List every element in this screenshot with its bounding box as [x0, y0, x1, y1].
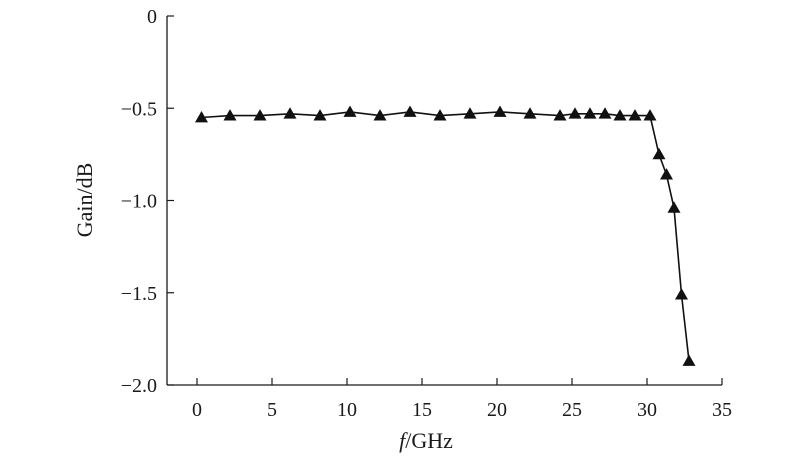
x-axis-ticks: 0 5 10 15 20 25 30 35	[192, 378, 732, 421]
y-axis-ticks: 0 −0.5 −1.0 −1.5 −2.0	[121, 6, 174, 397]
triangle-marker	[613, 109, 627, 121]
triangle-marker	[628, 109, 642, 121]
series-group	[195, 105, 696, 366]
triangle-marker	[343, 105, 357, 117]
triangle-marker	[583, 107, 597, 119]
triangle-marker	[283, 107, 297, 119]
triangle-marker	[675, 288, 688, 300]
y-tick-label: −0.5	[121, 98, 157, 120]
triangle-marker	[223, 109, 237, 121]
triangle-marker	[652, 147, 666, 160]
x-tick-label: 0	[192, 399, 202, 421]
y-tick-label: 0	[147, 6, 157, 28]
x-axis-label: f/GHz	[399, 428, 453, 453]
triangle-marker	[433, 109, 447, 121]
triangle-marker	[523, 107, 537, 119]
x-tick-label: 35	[712, 399, 732, 421]
axes	[166, 16, 722, 386]
triangle-marker	[493, 105, 507, 117]
x-axis-label-unit: /GHz	[405, 428, 453, 453]
triangle-marker	[682, 354, 696, 366]
triangle-marker	[568, 107, 582, 119]
y-axis-label: Gain/dB	[72, 163, 97, 238]
x-tick-label: 10	[337, 399, 357, 421]
triangle-marker	[660, 168, 673, 180]
x-tick-label: 15	[412, 399, 432, 421]
triangle-marker	[598, 107, 612, 119]
y-tick-label: −2.0	[121, 375, 157, 397]
series-line	[201, 111, 690, 362]
y-tick-label: −1.0	[121, 191, 157, 213]
triangle-marker	[667, 201, 681, 213]
triangle-marker	[643, 109, 657, 121]
triangle-marker	[373, 109, 387, 121]
y-tick-label: −1.5	[121, 283, 157, 305]
triangle-marker	[463, 107, 477, 119]
triangle-marker	[403, 105, 417, 117]
x-tick-label: 30	[637, 399, 657, 421]
triangle-marker	[253, 109, 267, 121]
triangle-marker	[553, 109, 567, 121]
triangle-marker	[313, 109, 327, 121]
x-tick-label: 25	[562, 399, 582, 421]
x-tick-label: 5	[267, 399, 277, 421]
x-tick-label: 20	[487, 399, 507, 421]
x-axis-label-variable: f	[399, 428, 408, 453]
triangle-marker	[195, 110, 208, 123]
